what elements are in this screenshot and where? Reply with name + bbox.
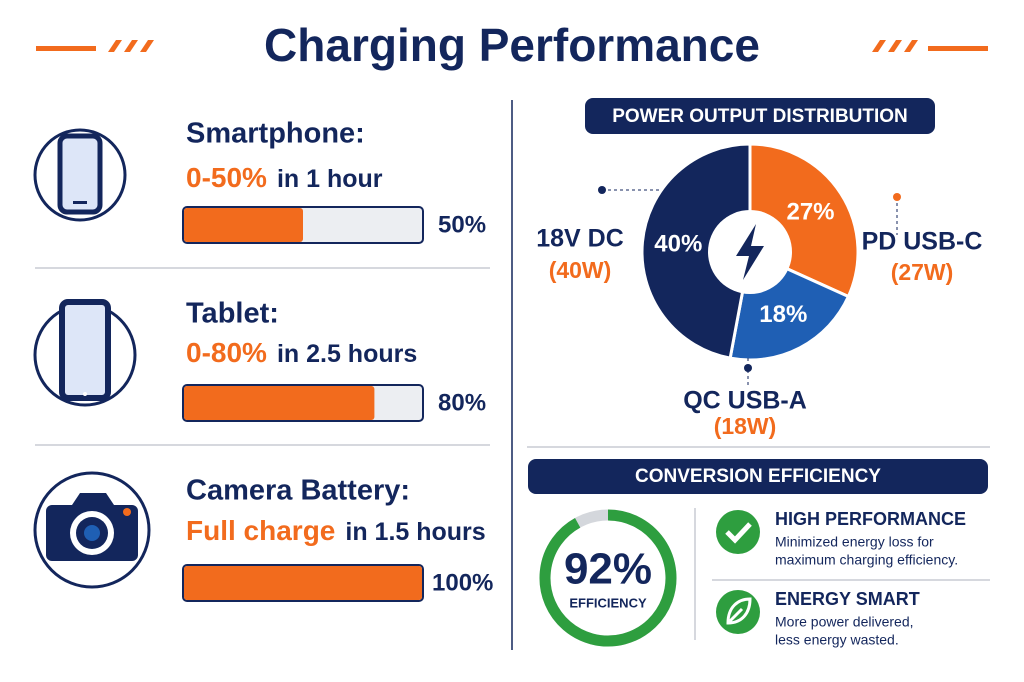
charge-range: Full charge <box>186 515 335 546</box>
pie-slice <box>640 142 752 360</box>
charge-time: in 1.5 hours <box>345 518 485 546</box>
page-title: Charging Performance <box>264 19 760 71</box>
device-charge: 0-80% in 2.5 hours <box>186 337 417 368</box>
leader-dot <box>893 193 901 201</box>
progress-bar <box>184 208 303 242</box>
source-watts: (27W) <box>891 259 954 285</box>
camera-icon <box>33 471 151 589</box>
progress-label: 100% <box>432 569 493 596</box>
device-charge: 0-50% in 1 hour <box>186 162 383 193</box>
section-title: CONVERSION EFFICIENCY <box>635 466 881 487</box>
efficiency-value: 92% <box>564 545 652 594</box>
tablet-icon <box>33 299 137 407</box>
feature-text: less energy wasted. <box>775 632 899 648</box>
pill <box>585 98 935 134</box>
phone-icon <box>33 128 127 222</box>
device-name: Smartphone: <box>186 118 365 150</box>
feature-text: maximum charging efficiency. <box>775 552 958 568</box>
slice-label: 18% <box>759 301 807 328</box>
dividers <box>35 100 990 650</box>
device-name: Camera Battery: <box>186 475 410 507</box>
source-watts: (18W) <box>714 413 777 439</box>
section-title: POWER OUTPUT DISTRIBUTION <box>612 106 908 127</box>
efficiency-caption: EFFICIENCY <box>569 595 647 610</box>
charge-time: in 1 hour <box>277 165 383 193</box>
charge-range: 0-50% <box>186 162 267 193</box>
check-icon <box>716 510 760 554</box>
leader-dot <box>744 364 752 372</box>
source-name: QC USB-A <box>683 387 807 415</box>
progress-bar <box>184 386 375 420</box>
feature-title: ENERGY SMART <box>775 589 920 609</box>
title-decoration <box>36 40 988 52</box>
device-charge: Full charge in 1.5 hours <box>186 515 486 546</box>
slice-label: 40% <box>654 231 702 258</box>
bolt-icon <box>736 224 764 280</box>
efficiency-arc <box>539 509 677 647</box>
charge-time: in 2.5 hours <box>277 340 417 368</box>
pill <box>528 459 988 494</box>
progress-bar <box>184 566 422 600</box>
feature-text: Minimized energy loss for <box>775 534 934 550</box>
feature-text: More power delivered, <box>775 614 914 630</box>
leader-dot <box>598 186 606 194</box>
feature-title: HIGH PERFORMANCE <box>775 509 966 529</box>
progress-label: 50% <box>438 211 486 238</box>
device-name: Tablet: <box>186 298 279 330</box>
source-watts: (40W) <box>549 257 612 283</box>
source-name: PD USB-C <box>862 228 983 256</box>
leaf-icon <box>716 590 760 634</box>
slice-label: 27% <box>786 198 834 225</box>
charge-range: 0-80% <box>186 337 267 368</box>
source-name: 18V DC <box>536 225 624 253</box>
progress-label: 80% <box>438 389 486 416</box>
